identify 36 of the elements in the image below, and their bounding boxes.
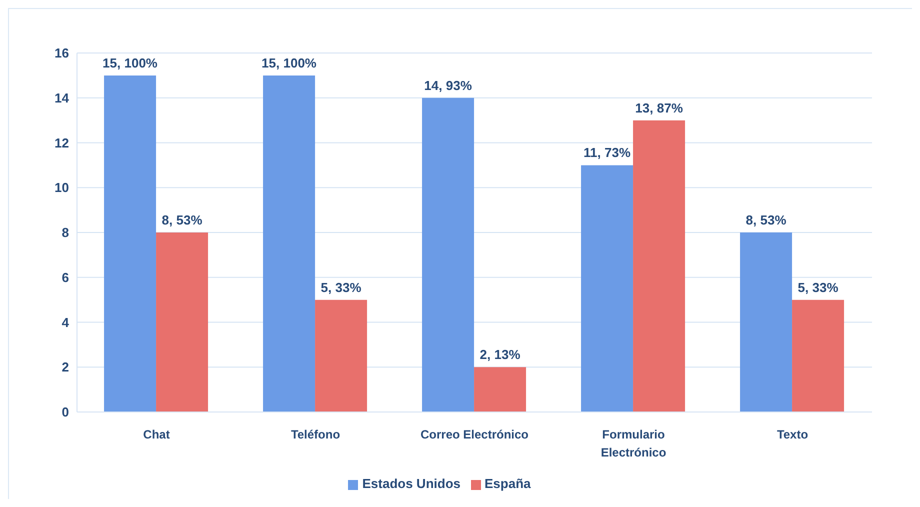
legend-label: España [484, 476, 531, 491]
data-label: 15, 100% [262, 55, 317, 70]
bar [422, 98, 474, 412]
data-label: 5, 33% [320, 280, 362, 295]
y-tick-label: 12 [54, 135, 69, 150]
data-label: 8, 53% [746, 212, 787, 228]
x-tick-label: Texto [776, 428, 808, 442]
bar [792, 300, 844, 412]
x-tick-label: Formulario Electrónico [600, 428, 666, 460]
y-tick-label: 0 [62, 404, 69, 420]
data-label: 2, 13% [480, 347, 521, 362]
bar [474, 367, 526, 412]
legend-label: Estados Unidos [362, 476, 460, 491]
data-label: 11, 73% [584, 145, 631, 160]
bar [315, 300, 368, 412]
x-tick-label: Teléfono [290, 428, 340, 442]
data-label: 15, 100% [102, 55, 158, 70]
bar [633, 120, 686, 412]
bar [581, 165, 634, 412]
y-tick-label: 6 [62, 270, 69, 285]
data-label: 8, 53% [162, 212, 203, 228]
y-tick-label: 2 [62, 360, 69, 375]
y-tick-label: 4 [62, 314, 70, 330]
x-tick-label: Correo Electrónico [420, 428, 529, 442]
x-tick-label: Chat [143, 428, 170, 442]
data-label: 5, 33% [798, 280, 839, 295]
y-tick-label: 10 [54, 180, 69, 196]
data-label: 14, 93% [424, 78, 472, 93]
bar [104, 75, 156, 412]
y-tick-label: 8 [62, 225, 69, 240]
data-label: 13, 87% [635, 100, 684, 116]
y-tick-label: 16 [54, 46, 69, 61]
bar [156, 232, 208, 412]
bar [263, 75, 316, 412]
bar [740, 232, 792, 412]
y-tick-label: 14 [54, 90, 70, 106]
